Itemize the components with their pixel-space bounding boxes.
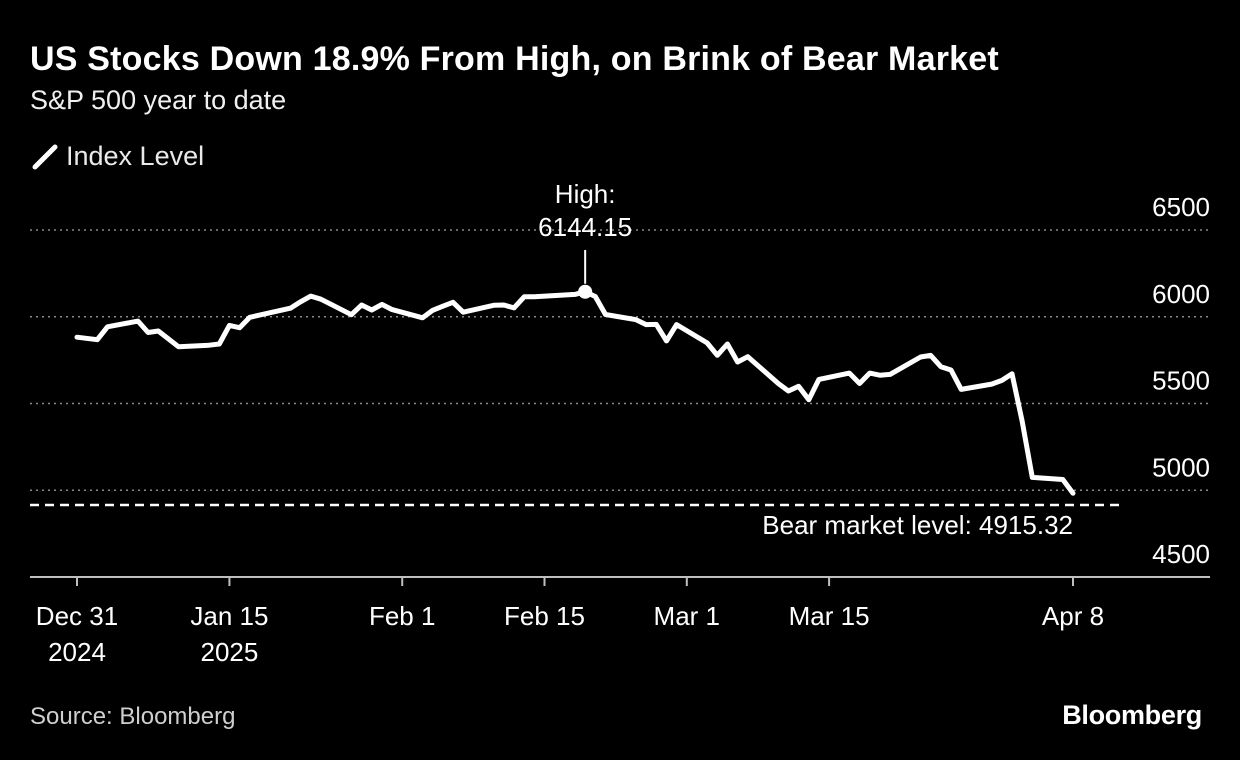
bear-market-annotation: Bear market level: 4915.32	[30, 503, 1122, 540]
y-tick-label: 5000	[1152, 452, 1210, 482]
x-tick-label: Jan 15	[190, 601, 268, 631]
legend: Index Level	[30, 141, 204, 172]
chart-subtitle: S&P 500 year to date	[30, 85, 287, 115]
line-swatch-icon	[30, 142, 60, 172]
x-tick-label: Mar 1	[654, 601, 720, 631]
x-axis: Dec 31 2024 Jan 15 2025 Feb 1 Feb 15 Mar 1 Mar …	[30, 576, 1210, 667]
x-tick-label: 2024	[48, 637, 106, 667]
source-note: Source: Bloomberg	[30, 703, 236, 730]
x-tick-label: Mar 15	[789, 601, 870, 631]
chart-title: US Stocks Down 18.9% From High, on Brink…	[30, 40, 999, 78]
legend-label: Index Level	[66, 141, 205, 171]
high-label: High:	[555, 179, 616, 209]
y-tick-label: 5500	[1152, 366, 1210, 396]
bear-market-label: Bear market level: 4915.32	[762, 510, 1073, 540]
high-label: 6144.15	[538, 212, 632, 242]
high-point-marker	[578, 284, 593, 299]
bloomberg-logo: Bloomberg	[1062, 700, 1202, 730]
x-tick-label: 2025	[201, 637, 259, 667]
high-annotation: High:6144.15	[538, 179, 632, 299]
y-tick-label: 6500	[1152, 192, 1210, 222]
x-tick-label: Dec 31	[36, 601, 118, 631]
y-axis: 6500 6000 5500 5000 4500	[1152, 192, 1210, 569]
y-tick-label: 6000	[1152, 279, 1210, 309]
gridlines	[30, 229, 1210, 491]
y-tick-label: 4500	[1152, 539, 1210, 569]
series-line	[74, 289, 1076, 496]
x-tick-label: Feb 1	[369, 601, 436, 631]
x-tick-label: Feb 15	[504, 601, 585, 631]
x-tick-label: Apr 8	[1042, 601, 1104, 631]
series-index-level	[74, 289, 1076, 496]
